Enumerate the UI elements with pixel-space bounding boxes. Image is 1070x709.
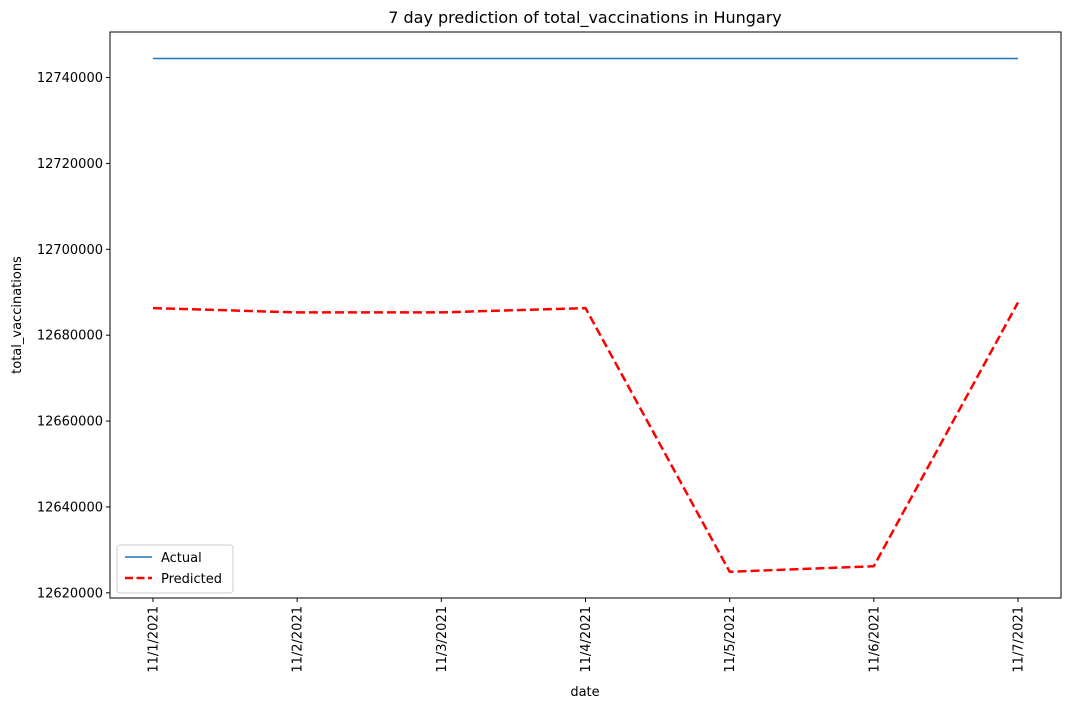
y-tick-label: 12660000	[37, 415, 103, 430]
y-tick-label: 12680000	[37, 329, 103, 344]
y-tick-label: 12720000	[37, 157, 103, 172]
legend-label-actual: Actual	[161, 551, 202, 566]
x-tick-label: 11/6/2021	[867, 606, 882, 673]
y-tick-label: 12740000	[37, 71, 103, 86]
x-tick-label: 11/7/2021	[1012, 606, 1027, 673]
y-axis-label: total_vaccinations	[10, 256, 25, 374]
x-tick-label: 11/5/2021	[723, 606, 738, 673]
x-tick-label: 11/2/2021	[291, 606, 306, 673]
legend: Actual Predicted	[116, 544, 234, 594]
y-tick-label: 12700000	[37, 243, 103, 258]
x-tick-label: 11/3/2021	[435, 606, 450, 673]
axes-frame	[109, 31, 1062, 599]
y-tick-label: 12620000	[37, 586, 103, 601]
series-line-predicted	[152, 301, 1020, 574]
x-tick-label: 11/4/2021	[579, 606, 594, 673]
x-tick-label: 11/1/2021	[147, 606, 162, 673]
chart-title: 7 day prediction of total_vaccinations i…	[388, 8, 782, 28]
x-axis-label: date	[570, 685, 599, 700]
plot-area	[152, 57, 1020, 574]
y-tick-label: 12640000	[37, 500, 103, 515]
legend-label-predicted: Predicted	[161, 572, 222, 587]
